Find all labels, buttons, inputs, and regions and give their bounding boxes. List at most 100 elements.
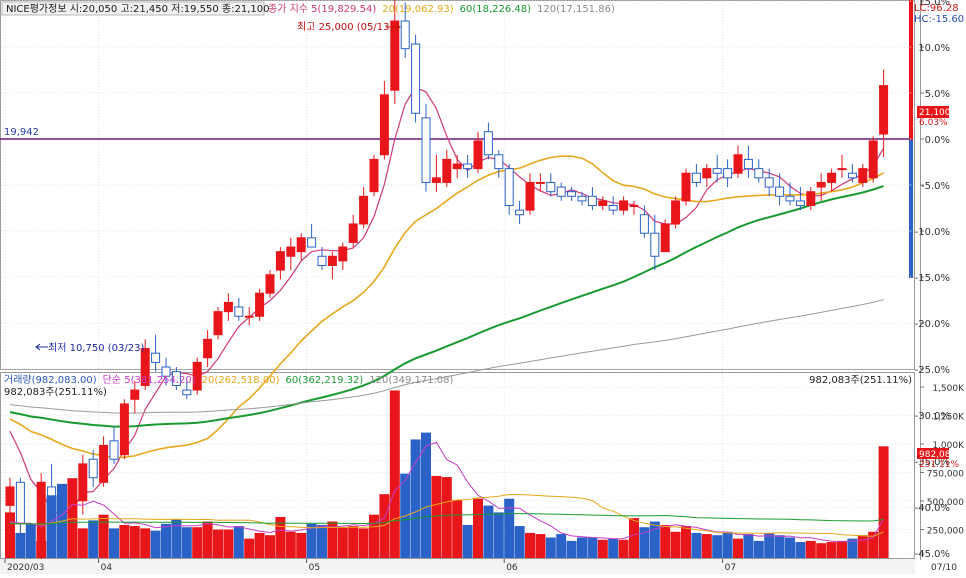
candle-body[interactable] [88,458,98,479]
candle-body[interactable] [660,223,670,253]
volume-bar[interactable] [878,446,889,558]
candle-body[interactable] [598,200,608,207]
volume-bar[interactable] [67,478,78,558]
volume-bar[interactable] [681,526,691,558]
volume-bar[interactable] [161,523,171,558]
candle-body[interactable] [182,389,192,396]
volume-bar[interactable] [389,390,400,558]
candle-body[interactable] [317,255,327,266]
candle-body[interactable] [567,191,577,197]
candle-body[interactable] [130,389,140,400]
volume-bar[interactable] [587,537,598,558]
candle-body[interactable] [639,214,649,234]
candle-body[interactable] [265,274,275,294]
volume-bar[interactable] [805,540,816,558]
volume-bar[interactable] [421,432,431,558]
candle-body[interactable] [629,205,639,208]
candle-body[interactable] [743,158,753,170]
volume-bar[interactable] [462,524,473,558]
volume-bar[interactable] [431,475,442,558]
candle-body[interactable] [275,251,285,271]
candle-body[interactable] [348,223,358,243]
candle-body[interactable] [837,168,847,171]
candle-body[interactable] [494,154,504,170]
candle-body[interactable] [483,131,493,156]
candle-body[interactable] [847,172,857,179]
volume-bar-series[interactable] [5,390,889,558]
volume-bar[interactable] [109,528,119,558]
volume-bar[interactable] [379,494,390,558]
volume-bar[interactable] [608,538,619,558]
volume-bar[interactable] [649,521,660,558]
candle-body[interactable] [5,486,15,506]
candle-body[interactable] [431,177,441,183]
candle-body[interactable] [411,43,421,114]
volume-bar[interactable] [452,499,463,558]
candle-body[interactable] [400,20,410,50]
volume-bar[interactable] [265,535,275,558]
candle-body[interactable] [556,186,566,197]
candle-body[interactable] [473,140,483,170]
candle-body[interactable] [15,481,25,525]
volume-bar[interactable] [493,512,504,558]
candle-body[interactable] [619,200,629,211]
volume-bar[interactable] [826,542,837,558]
volume-bar[interactable] [5,512,15,558]
candle-body[interactable] [733,154,743,174]
volume-bar[interactable] [753,540,764,558]
volume-bar[interactable] [348,526,359,558]
candle-body[interactable] [192,361,202,391]
volume-bar[interactable] [785,537,795,558]
candle-body[interactable] [213,311,223,336]
volume-bar[interactable] [504,498,515,558]
volume-bar[interactable] [181,527,192,558]
candle-body[interactable] [515,209,525,216]
volume-bar[interactable] [618,539,629,558]
volume-bar[interactable] [795,542,806,558]
volume-bar[interactable] [129,526,140,558]
volume-bar[interactable] [275,516,286,558]
volume-bar[interactable] [233,526,244,558]
candle-body[interactable] [723,168,733,179]
volume-bar[interactable] [483,505,494,558]
volume-bar[interactable] [306,523,317,558]
volume-bar[interactable] [670,531,681,558]
volume-bar[interactable] [868,531,879,558]
volume-bar[interactable] [816,543,827,558]
volume-bar[interactable] [701,534,712,558]
candle-body[interactable] [296,237,306,253]
volume-bar[interactable] [629,518,639,558]
volume-bar[interactable] [577,537,587,558]
candle-body[interactable] [119,403,129,456]
candle-body[interactable] [307,237,317,248]
volume-bar[interactable] [296,532,307,558]
volume-bar[interactable] [369,514,379,558]
volume-bar[interactable] [202,521,213,558]
candle-body[interactable] [681,172,691,202]
candle-body[interactable] [712,168,722,174]
volume-bar[interactable] [410,439,421,558]
candle-body[interactable] [171,371,181,386]
candle-body[interactable] [151,352,161,363]
candle-body[interactable] [99,444,109,483]
candle-body[interactable] [868,140,878,179]
volume-bar[interactable] [213,529,223,559]
volume-bar[interactable] [712,535,723,558]
candle-body[interactable] [587,195,597,207]
candle-body[interactable] [452,163,462,170]
candle-body[interactable] [463,163,473,170]
candle-body[interactable] [390,20,400,91]
candle-body[interactable] [161,366,171,377]
candle-body[interactable] [691,172,701,183]
volume-bar[interactable] [46,495,57,558]
volume-bar[interactable] [847,538,858,558]
volume-bar[interactable] [337,527,348,558]
volume-bar[interactable] [317,524,327,558]
volume-bar[interactable] [192,527,203,558]
volume-bar[interactable] [722,531,733,558]
volume-bar[interactable] [556,534,567,558]
candle-body[interactable] [525,181,535,211]
candle-body[interactable] [535,181,545,184]
candle-body[interactable] [359,195,369,225]
